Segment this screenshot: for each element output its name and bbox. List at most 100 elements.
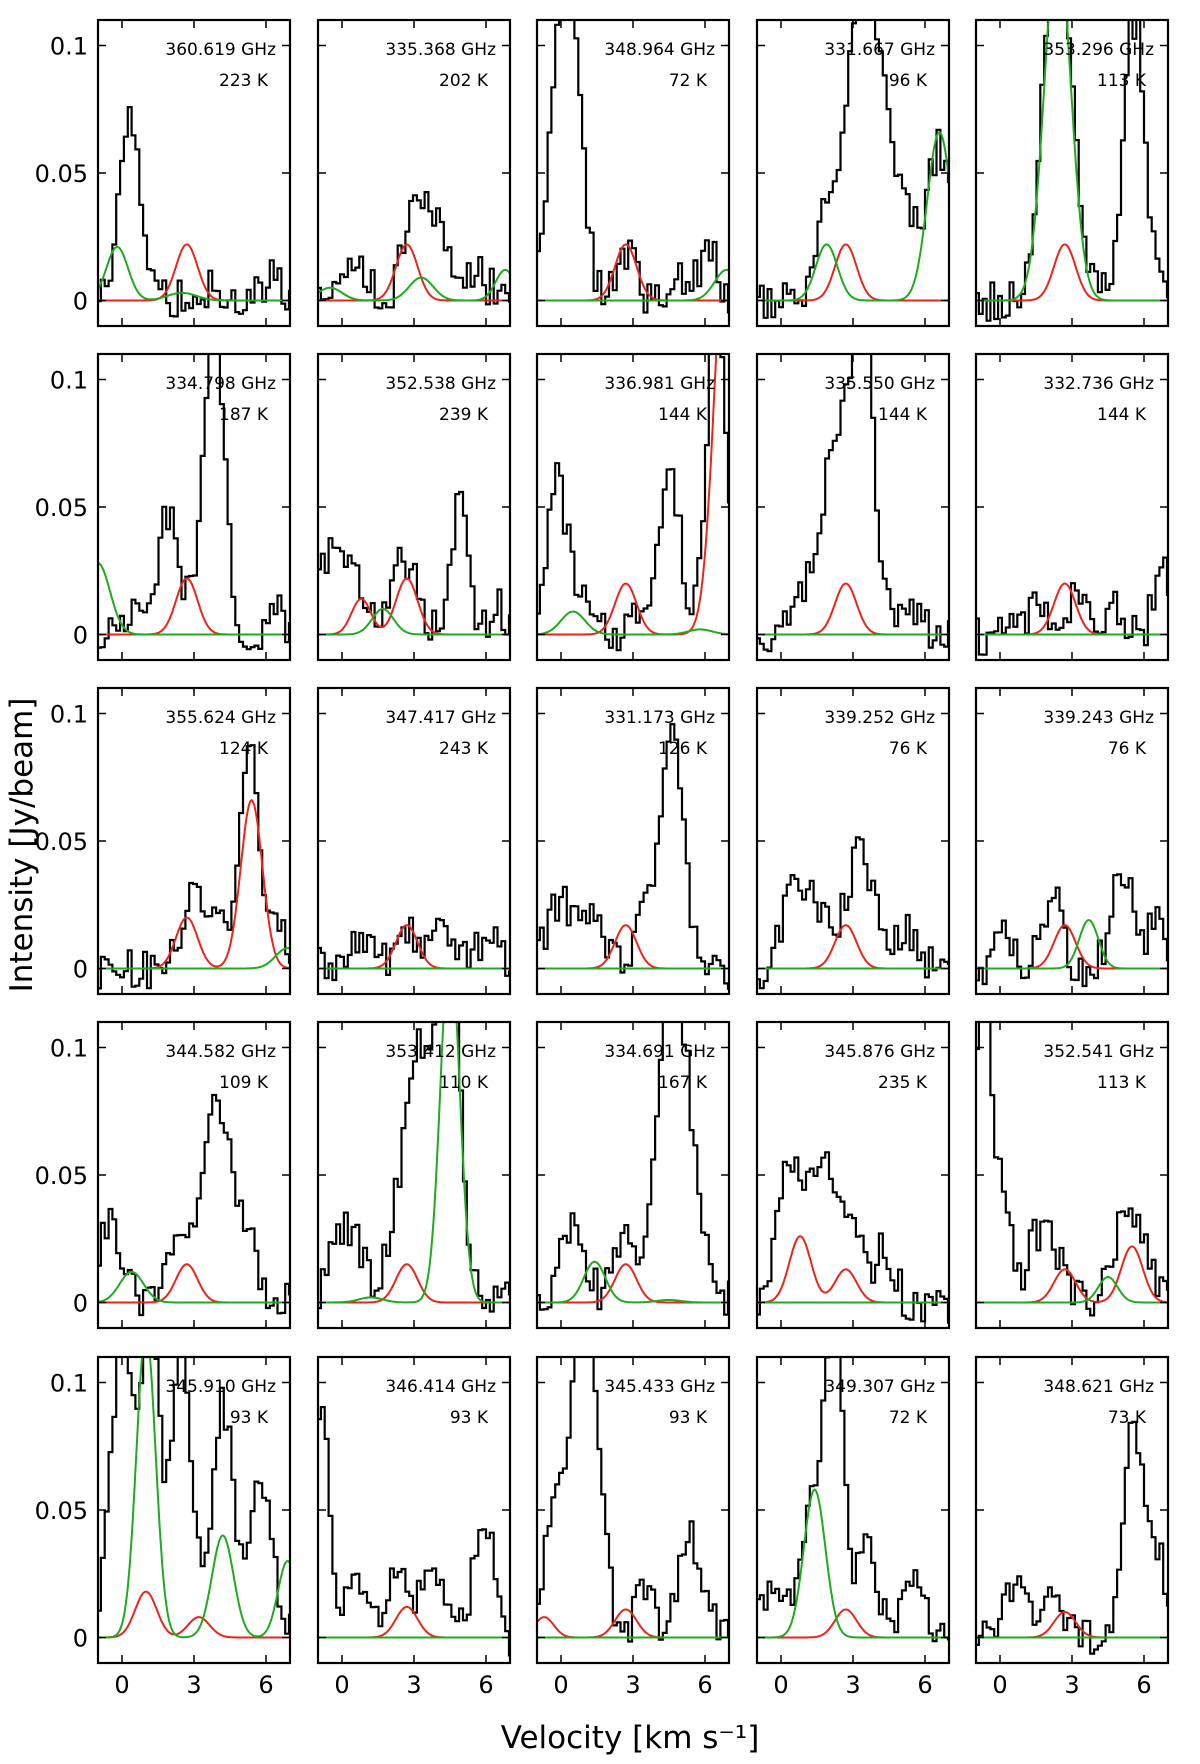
y-tick-label: 0.1 xyxy=(50,1370,88,1398)
panel-frequency: 345.433 GHz xyxy=(604,1377,715,1397)
y-tick-label: 0 xyxy=(73,288,88,316)
observed-spectrum xyxy=(976,556,1168,656)
plot-area xyxy=(757,1151,949,1324)
panel-temperature: 93 K xyxy=(669,1408,708,1428)
x-tick-label: 6 xyxy=(697,1671,712,1699)
y-tick-label: 0 xyxy=(73,1625,88,1653)
model-blend-lines xyxy=(98,947,290,970)
spectrum-panel: 331.173 GHz 126 K xyxy=(535,686,731,996)
panel-temperature: 144 K xyxy=(878,405,928,425)
x-tick-label: 3 xyxy=(186,1671,201,1699)
spectrum-panel: 336.981 GHz 144 K xyxy=(535,352,731,662)
plot-area xyxy=(98,1357,290,1639)
plot-area xyxy=(976,1022,1168,1317)
observed-spectrum xyxy=(98,1093,290,1317)
observed-spectrum xyxy=(98,1357,290,1635)
x-tick-label: 6 xyxy=(478,1671,493,1699)
panel-frequency: 345.910 GHz xyxy=(165,1377,276,1397)
observed-spectrum xyxy=(976,873,1168,988)
model-target-line xyxy=(537,354,718,636)
spectrum-panel: 335.550 GHz 144 K xyxy=(755,352,951,662)
panel-frequency: 348.621 GHz xyxy=(1043,1377,1154,1397)
observed-spectrum xyxy=(318,1406,510,1657)
x-tick-label: 3 xyxy=(625,1671,640,1699)
y-axis-label: Intensity [Jy/beam] xyxy=(4,698,40,993)
model-blend-lines xyxy=(318,608,510,636)
observed-spectrum xyxy=(976,20,1168,322)
spectrum-panel: 0 3 6 349.307 GHz 72 K xyxy=(755,1355,951,1699)
panel-frame xyxy=(96,18,292,328)
model-target-line xyxy=(318,1263,510,1304)
model-target-line xyxy=(757,1235,949,1304)
x-tick-label: 6 xyxy=(917,1671,932,1699)
y-tick-label: 0.05 xyxy=(35,160,88,188)
panel-frame xyxy=(316,1355,512,1665)
model-target-line xyxy=(318,577,510,636)
plot-area xyxy=(976,20,1168,322)
plot-area xyxy=(537,1357,729,1643)
model-blend-lines xyxy=(98,1270,290,1304)
model-blend-lines xyxy=(757,131,949,302)
model-blend-lines xyxy=(976,919,1168,970)
panel-frequency: 344.582 GHz xyxy=(165,1042,276,1062)
panel-temperature: 113 K xyxy=(1097,1073,1147,1093)
panel-frequency: 360.619 GHz xyxy=(165,40,276,60)
panel-frequency: 332.736 GHz xyxy=(1043,374,1154,394)
plot-area xyxy=(318,490,510,641)
observed-spectrum xyxy=(537,723,729,990)
y-tick-label: 0 xyxy=(73,622,88,650)
spectrum-panel: 0 3 6 348.621 GHz 73 K xyxy=(974,1355,1170,1699)
panel-temperature: 113 K xyxy=(1097,71,1147,91)
y-tick-label: 0 xyxy=(73,956,88,984)
plot-area xyxy=(537,723,729,990)
panel-temperature: 167 K xyxy=(658,1073,708,1093)
spectrum-panel: 353.296 GHz 113 K xyxy=(974,18,1170,328)
panel-frequency: 346.414 GHz xyxy=(385,1377,496,1397)
plot-area xyxy=(757,836,949,990)
model-blend-lines xyxy=(318,268,510,302)
panel-frequency: 349.307 GHz xyxy=(824,1377,935,1397)
panel-frame xyxy=(755,18,951,328)
panel-temperature: 76 K xyxy=(889,739,928,759)
panel-temperature: 243 K xyxy=(439,739,489,759)
model-target-line xyxy=(757,924,949,970)
plot-area xyxy=(318,1406,510,1657)
panel-frequency: 339.243 GHz xyxy=(1043,708,1154,728)
model-target-line xyxy=(976,243,1168,302)
observed-spectrum xyxy=(537,1357,729,1643)
plot-area xyxy=(318,916,510,982)
spectrum-panel: 0 3 6 346.414 GHz 93 K xyxy=(316,1355,512,1699)
spectrum-panel: 345.876 GHz 235 K xyxy=(755,1020,951,1330)
panel-temperature: 187 K xyxy=(219,405,269,425)
spectrum-panel: 353.412 GHz 110 K xyxy=(316,1020,512,1330)
panel-temperature: 124 K xyxy=(219,739,269,759)
y-tick-label: 0.05 xyxy=(35,1162,88,1190)
panel-frequency: 336.981 GHz xyxy=(604,374,715,394)
panel-frame xyxy=(755,1020,951,1330)
plot-area xyxy=(757,354,949,653)
observed-spectrum xyxy=(98,744,290,990)
observed-spectrum xyxy=(976,1022,1168,1317)
model-blend-lines xyxy=(976,1276,1168,1304)
spectrum-panel: 352.541 GHz 113 K xyxy=(974,1020,1170,1330)
panel-frame xyxy=(96,352,292,662)
observed-spectrum xyxy=(757,354,949,653)
panel-frequency: 339.252 GHz xyxy=(824,708,935,728)
panel-frequency: 347.417 GHz xyxy=(385,708,496,728)
panel-frequency: 355.624 GHz xyxy=(165,708,276,728)
panel-frame xyxy=(535,1020,731,1330)
spectrum-panel: 339.243 GHz 76 K xyxy=(974,686,1170,996)
x-tick-label: 6 xyxy=(258,1671,273,1699)
y-tick-label: 0.05 xyxy=(35,1497,88,1525)
panel-frequency: 348.964 GHz xyxy=(604,40,715,60)
panel-frame xyxy=(755,1355,951,1665)
panel-frequency: 335.368 GHz xyxy=(385,40,496,60)
panel-temperature: 202 K xyxy=(439,71,489,91)
spectrum-panel: 347.417 GHz 243 K xyxy=(316,686,512,996)
y-tick-label: 0 xyxy=(73,1290,88,1318)
observed-spectrum xyxy=(537,1022,729,1316)
panel-frequency: 352.538 GHz xyxy=(385,374,496,394)
observed-spectrum xyxy=(757,836,949,990)
spectrum-panel: 0 0.05 0.1 344.582 GHz 109 K xyxy=(35,1020,292,1330)
